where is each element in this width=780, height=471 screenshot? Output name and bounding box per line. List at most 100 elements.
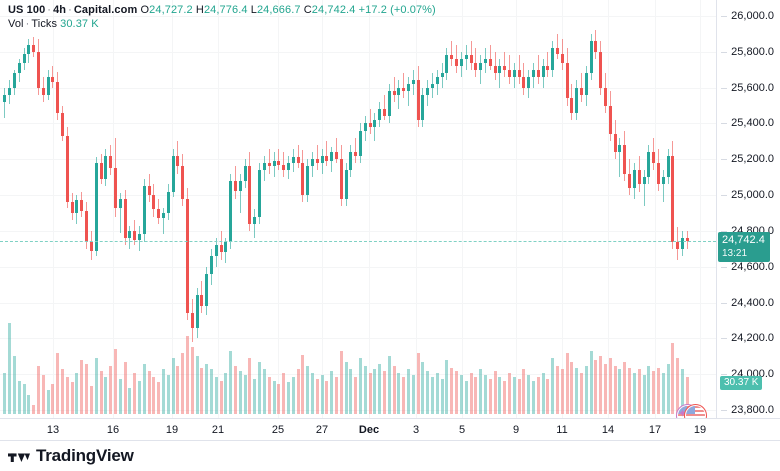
volume-bar [435, 373, 439, 414]
candle-wick [508, 55, 510, 85]
volume-bar [46, 390, 50, 414]
candle-body-up [420, 94, 424, 120]
high-key: H [195, 4, 204, 16]
time-axis-tick: Dec [358, 424, 380, 436]
candle-body-up [363, 123, 367, 131]
us-economic-event-badge[interactable] [684, 404, 707, 418]
time-axis-tick: 3 [412, 424, 420, 436]
volume-bar [137, 381, 141, 414]
volume-bar [469, 373, 473, 414]
volume-bar [517, 379, 521, 414]
volume-bar [228, 351, 232, 414]
legend-volume-row[interactable]: Vol · Ticks 30.37 K [8, 17, 436, 31]
candle-body-down [603, 87, 607, 106]
candle-body-down [190, 313, 194, 328]
volume-bar [60, 369, 64, 414]
volume-bar [416, 353, 420, 414]
gridline-horizontal [0, 338, 716, 339]
volume-bar [440, 379, 444, 414]
candle-body-down [276, 161, 280, 165]
tradingview-wordmark: TradingView [36, 446, 134, 465]
legend-separator-3: · [25, 18, 30, 30]
price-axis[interactable]: 26,000.0 25,800.0 25,600.0 25,400.0 25,200.0… [716, 0, 780, 438]
candle-body-up [7, 87, 11, 95]
candle-body-down [247, 166, 251, 224]
candle-body-up [377, 109, 381, 120]
candle-wick [618, 137, 620, 178]
volume-bar [180, 353, 184, 414]
volume-bar [598, 356, 602, 414]
candle-body-down [324, 155, 328, 162]
time-axis-divider [0, 418, 780, 419]
candle-body-down [151, 195, 155, 210]
candle-body-up [348, 152, 352, 170]
volume-bar [185, 336, 189, 414]
legend-separator-2: · [68, 4, 72, 16]
candle-body-down [392, 91, 396, 95]
legend-symbol-row[interactable]: US 100 · 4h · Capital.com O24,727.2 H24,776.… [8, 3, 436, 17]
candle-body-up [464, 55, 468, 59]
candle-body-down [627, 173, 631, 188]
candle-wick [503, 51, 505, 77]
candle-body-up [166, 191, 170, 213]
volume-bar [675, 358, 679, 414]
volume-bar [334, 377, 338, 414]
exchange-label[interactable]: Capital.com [73, 4, 138, 16]
gridline-vertical [278, 0, 279, 418]
candle-wick [474, 48, 476, 77]
volume-bar [680, 369, 684, 414]
volume-bar [459, 375, 463, 414]
price-tick-mark [721, 374, 728, 375]
volume-bar [12, 356, 16, 414]
candle-body-up [632, 170, 636, 188]
candle-body-down [132, 230, 136, 240]
low-value: 24,666.7 [256, 4, 301, 16]
volume-bar [555, 366, 559, 414]
volume-bar [430, 377, 434, 414]
gridline-horizontal [0, 374, 716, 375]
candle-body-down [608, 105, 612, 135]
candle-wick [297, 144, 299, 169]
time-axis-tick: 21 [211, 424, 225, 436]
volume-value-badge[interactable]: 30.37 K [720, 376, 763, 390]
candle-body-down [521, 76, 525, 88]
candle-body-up [305, 166, 309, 196]
candle-body-up [137, 234, 141, 240]
gridline-horizontal [0, 195, 716, 196]
volume-bar [296, 369, 300, 414]
volume-bar [276, 384, 280, 414]
candle-body-up [257, 170, 261, 217]
volume-bar [286, 382, 290, 414]
volume-bar [262, 369, 266, 414]
volume-bar [252, 379, 256, 414]
volume-bar [108, 366, 112, 414]
candle-wick [162, 207, 164, 235]
volume-bar [65, 377, 69, 414]
volume-bar [411, 375, 415, 414]
volume-bar [589, 351, 593, 414]
candle-body-up [512, 69, 516, 77]
candle-body-up [406, 84, 410, 92]
tradingview-logo[interactable]: TradingView [8, 446, 134, 466]
chart-plot-area[interactable]: ✦ [0, 0, 716, 418]
interval-label[interactable]: 4h [53, 4, 67, 16]
time-axis[interactable]: 13 16 19 21 25 27 Dec 3 5 9 11 14 17 19 [0, 418, 780, 440]
gridline-horizontal [0, 410, 716, 411]
candle-wick [643, 170, 645, 206]
symbol-label[interactable]: US 100 [8, 4, 46, 16]
gridline-vertical [53, 0, 54, 418]
time-axis-tick: 16 [106, 424, 120, 436]
candle-body-down [637, 170, 641, 185]
gridline-vertical [608, 0, 609, 418]
candle-wick [383, 94, 385, 120]
volume-bar [22, 384, 26, 414]
current-price-badge[interactable]: 24,742.4 13:21 [718, 232, 770, 262]
candle-body-up [262, 162, 266, 170]
candle-body-down [147, 186, 151, 196]
gridline-horizontal [0, 16, 716, 17]
price-tick-mark [721, 16, 728, 17]
candle-body-up [272, 161, 276, 167]
volume-bar [94, 358, 98, 414]
price-tick-mark [721, 159, 728, 160]
volume-bar [329, 371, 333, 414]
